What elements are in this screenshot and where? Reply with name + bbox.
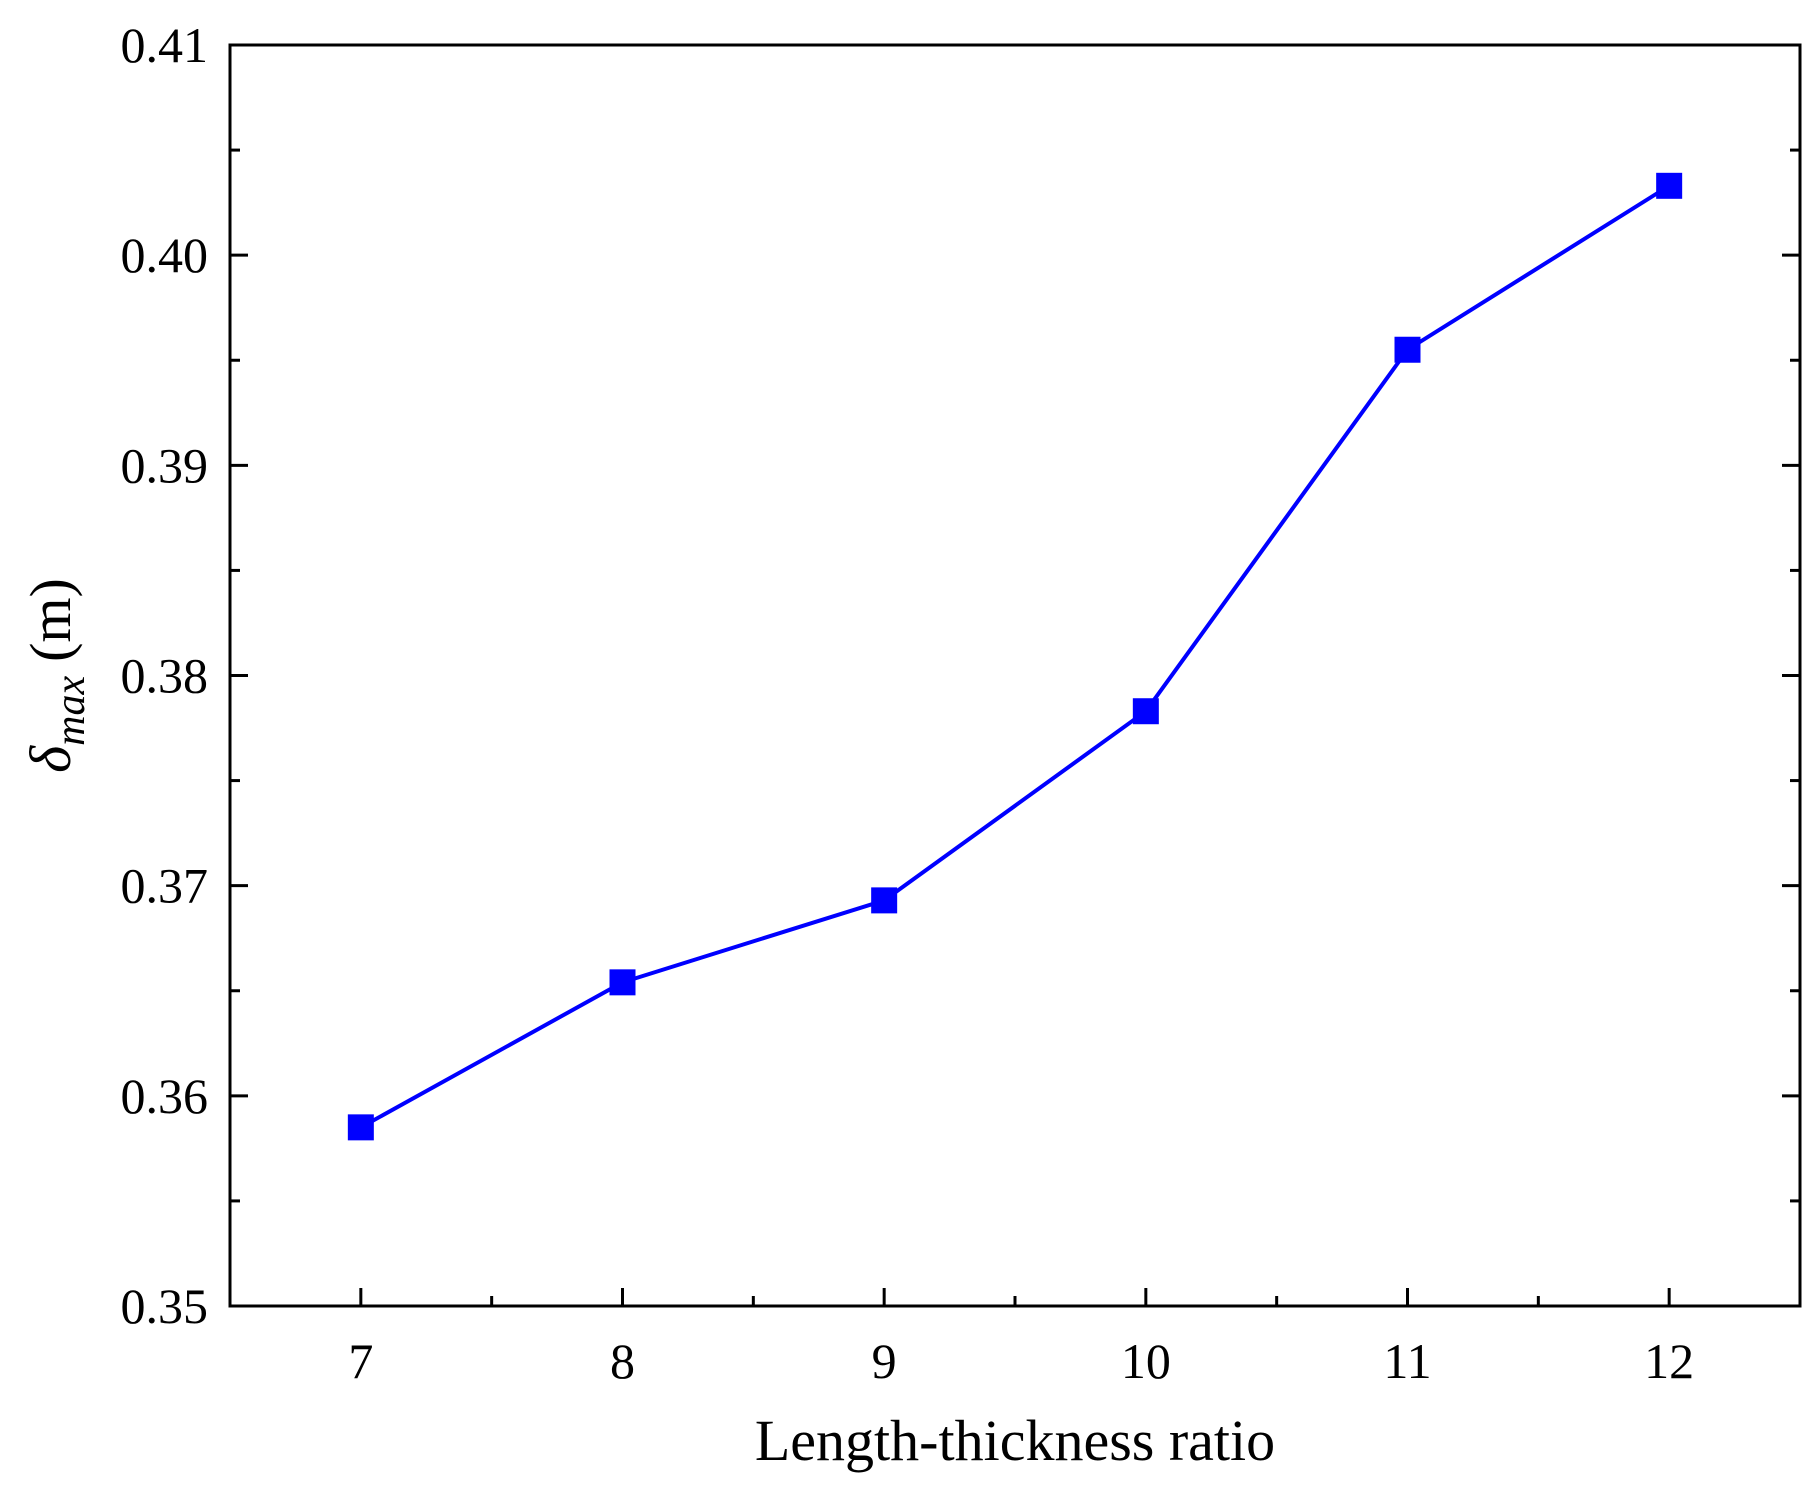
data-point-marker xyxy=(1132,698,1159,725)
plot-frame xyxy=(228,43,1802,1308)
y-tick-label: 0.41 xyxy=(121,17,209,73)
y-tick-label: 0.40 xyxy=(121,227,209,283)
x-tick-label: 12 xyxy=(1644,1333,1694,1389)
x-axis-title: Length-thickness ratio xyxy=(755,1408,1275,1473)
y-axis-unit: (m) xyxy=(18,578,83,662)
data-point-marker xyxy=(609,969,636,996)
y-tick-label: 0.36 xyxy=(121,1068,209,1124)
y-tick-label: 0.35 xyxy=(121,1278,209,1334)
y-tick-label: 0.39 xyxy=(121,437,209,493)
data-point-marker xyxy=(1656,172,1683,199)
data-point-marker xyxy=(347,1114,374,1141)
x-tick-labels: 7 8 9 10 11 12 xyxy=(348,1333,1694,1389)
y-axis-symbol: δ xyxy=(18,745,83,773)
y-tick-label: 0.37 xyxy=(121,858,209,914)
y-axis-title: δmax (m) xyxy=(18,578,94,773)
x-tick-label: 11 xyxy=(1383,1333,1431,1389)
x-tick-label: 9 xyxy=(872,1333,897,1389)
y-tick-label: 0.38 xyxy=(121,648,209,704)
data-point-marker xyxy=(1394,336,1421,363)
series-group xyxy=(347,172,1683,1141)
x-tick-label: 8 xyxy=(610,1333,635,1389)
x-tick-label: 7 xyxy=(348,1333,373,1389)
y-axis-subscript: max xyxy=(48,676,94,746)
data-point-marker xyxy=(871,887,898,914)
x-tick-label: 10 xyxy=(1121,1333,1171,1389)
series-line xyxy=(359,184,1671,1130)
y-tick-labels: 0.35 0.36 0.37 0.38 0.39 0.40 0.41 xyxy=(121,17,209,1334)
